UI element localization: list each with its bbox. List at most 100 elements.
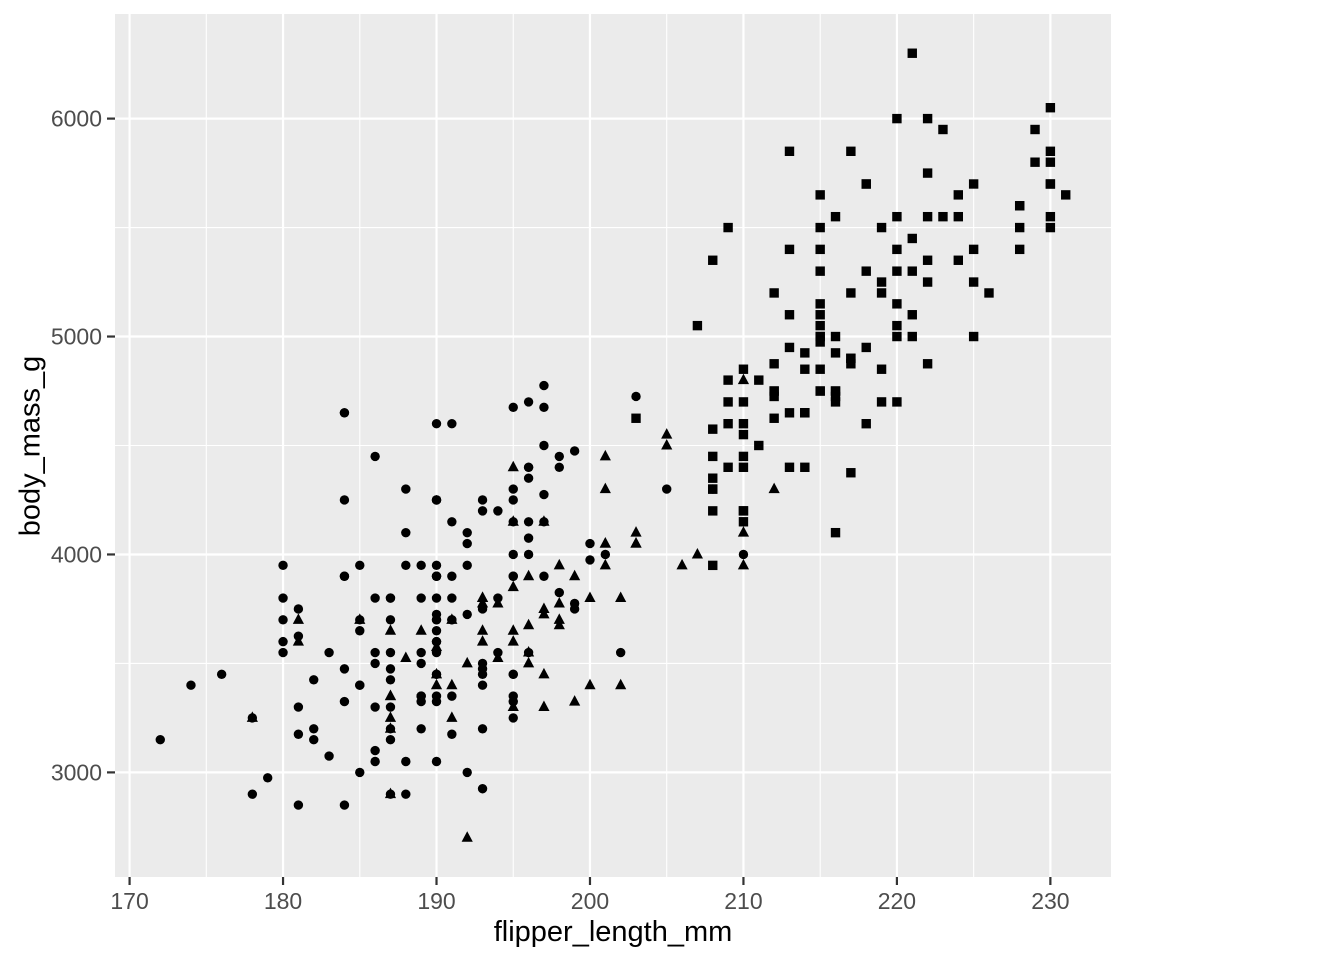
- gentoo-point: [800, 462, 810, 472]
- gentoo-point: [846, 146, 856, 156]
- adelie-point: [416, 560, 426, 571]
- chinstrap-point: [538, 602, 550, 613]
- gentoo-point: [815, 320, 825, 331]
- adelie-point: [462, 609, 472, 620]
- gentoo-point: [738, 451, 749, 462]
- adelie-point: [416, 724, 426, 734]
- gentoo-point: [769, 391, 779, 402]
- gentoo-point: [892, 266, 902, 276]
- gentoo-point: [876, 364, 887, 374]
- adelie-point: [477, 658, 488, 669]
- adelie-point: [247, 789, 258, 799]
- x-tick-label: 180: [264, 888, 302, 914]
- adelie-point: [309, 735, 319, 745]
- chinstrap-point: [676, 558, 688, 570]
- gentoo-point: [892, 397, 902, 407]
- gentoo-point: [953, 255, 964, 265]
- adelie-point: [631, 391, 641, 402]
- gentoo-point: [723, 397, 733, 407]
- gentoo-point: [907, 48, 917, 58]
- adelie-point: [462, 538, 472, 549]
- gentoo-point: [1030, 157, 1040, 167]
- chinstrap-point: [384, 689, 397, 701]
- chinstrap-point: [507, 460, 519, 472]
- adelie-point: [431, 495, 442, 505]
- chinstrap-point: [522, 656, 535, 668]
- gentoo-point: [708, 473, 718, 483]
- gentoo-point: [861, 266, 871, 276]
- gentoo-point: [830, 348, 841, 358]
- gentoo-point: [769, 386, 779, 396]
- chinstrap-point: [415, 624, 427, 635]
- gentoo-point: [907, 266, 917, 276]
- adelie-point: [416, 658, 426, 669]
- adelie-point: [416, 593, 426, 603]
- chinstrap-point: [630, 526, 642, 537]
- chinstrap-point: [292, 635, 304, 646]
- chinstrap-point: [476, 635, 489, 646]
- chinstrap-point: [461, 831, 473, 842]
- gentoo-point: [800, 348, 810, 358]
- adelie-point: [385, 664, 396, 674]
- gentoo-point: [815, 299, 825, 309]
- gentoo-point: [846, 353, 856, 364]
- adelie-point: [431, 615, 442, 625]
- adelie-point: [431, 560, 442, 571]
- chinstrap-point: [507, 624, 519, 635]
- adelie-point: [447, 419, 457, 429]
- chinstrap-point: [522, 569, 535, 581]
- y-tick-label: 6000: [51, 106, 102, 132]
- chinstrap-point: [737, 558, 750, 570]
- chinstrap-point: [661, 439, 673, 450]
- gentoo-point: [738, 506, 749, 516]
- gentoo-point: [907, 310, 917, 320]
- adelie-point: [615, 647, 626, 658]
- chinstrap-point: [507, 635, 519, 646]
- adelie-point: [293, 604, 304, 614]
- chinstrap-point: [553, 618, 565, 630]
- gentoo-point: [738, 364, 749, 374]
- chinstrap-point: [599, 449, 611, 461]
- gentoo-point: [830, 331, 841, 342]
- adelie-point: [186, 680, 196, 690]
- chinstrap-point: [384, 711, 397, 722]
- x-tick-label: 230: [1031, 888, 1069, 914]
- adelie-point: [155, 735, 165, 745]
- gentoo-point: [815, 222, 825, 233]
- adelie-point: [355, 680, 365, 690]
- adelie-point: [447, 593, 457, 603]
- adelie-point: [401, 527, 411, 538]
- x-tick-label: 190: [417, 888, 455, 914]
- adelie-point: [431, 756, 442, 767]
- adelie-point: [477, 680, 488, 690]
- adelie-point: [370, 756, 380, 767]
- chinstrap-point: [492, 596, 504, 608]
- chinstrap-point: [430, 640, 443, 652]
- chinstrap-point: [768, 482, 780, 494]
- gentoo-point: [830, 391, 841, 402]
- adelie-point: [355, 767, 365, 778]
- gentoo-point: [784, 244, 795, 255]
- chinstrap-point: [615, 678, 627, 690]
- gentoo-point: [892, 244, 902, 255]
- chinstrap-point: [553, 558, 565, 570]
- chinstrap-point: [430, 678, 443, 690]
- chinstrap-point: [430, 667, 443, 679]
- gentoo-point: [953, 190, 964, 200]
- gentoo-point: [754, 375, 764, 385]
- gentoo-point: [784, 146, 795, 156]
- chinstrap-point: [492, 651, 504, 662]
- adelie-point: [370, 647, 380, 658]
- gentoo-point: [968, 331, 979, 342]
- adelie-point: [447, 517, 457, 527]
- chinstrap-point: [599, 558, 611, 570]
- chinstrap-point: [522, 618, 535, 630]
- gentoo-point: [815, 310, 825, 320]
- gentoo-point: [846, 359, 856, 369]
- gentoo-point: [861, 419, 871, 429]
- gentoo-point: [968, 244, 979, 255]
- gentoo-point: [708, 506, 718, 516]
- adelie-point: [493, 506, 503, 516]
- gentoo-point: [738, 462, 749, 472]
